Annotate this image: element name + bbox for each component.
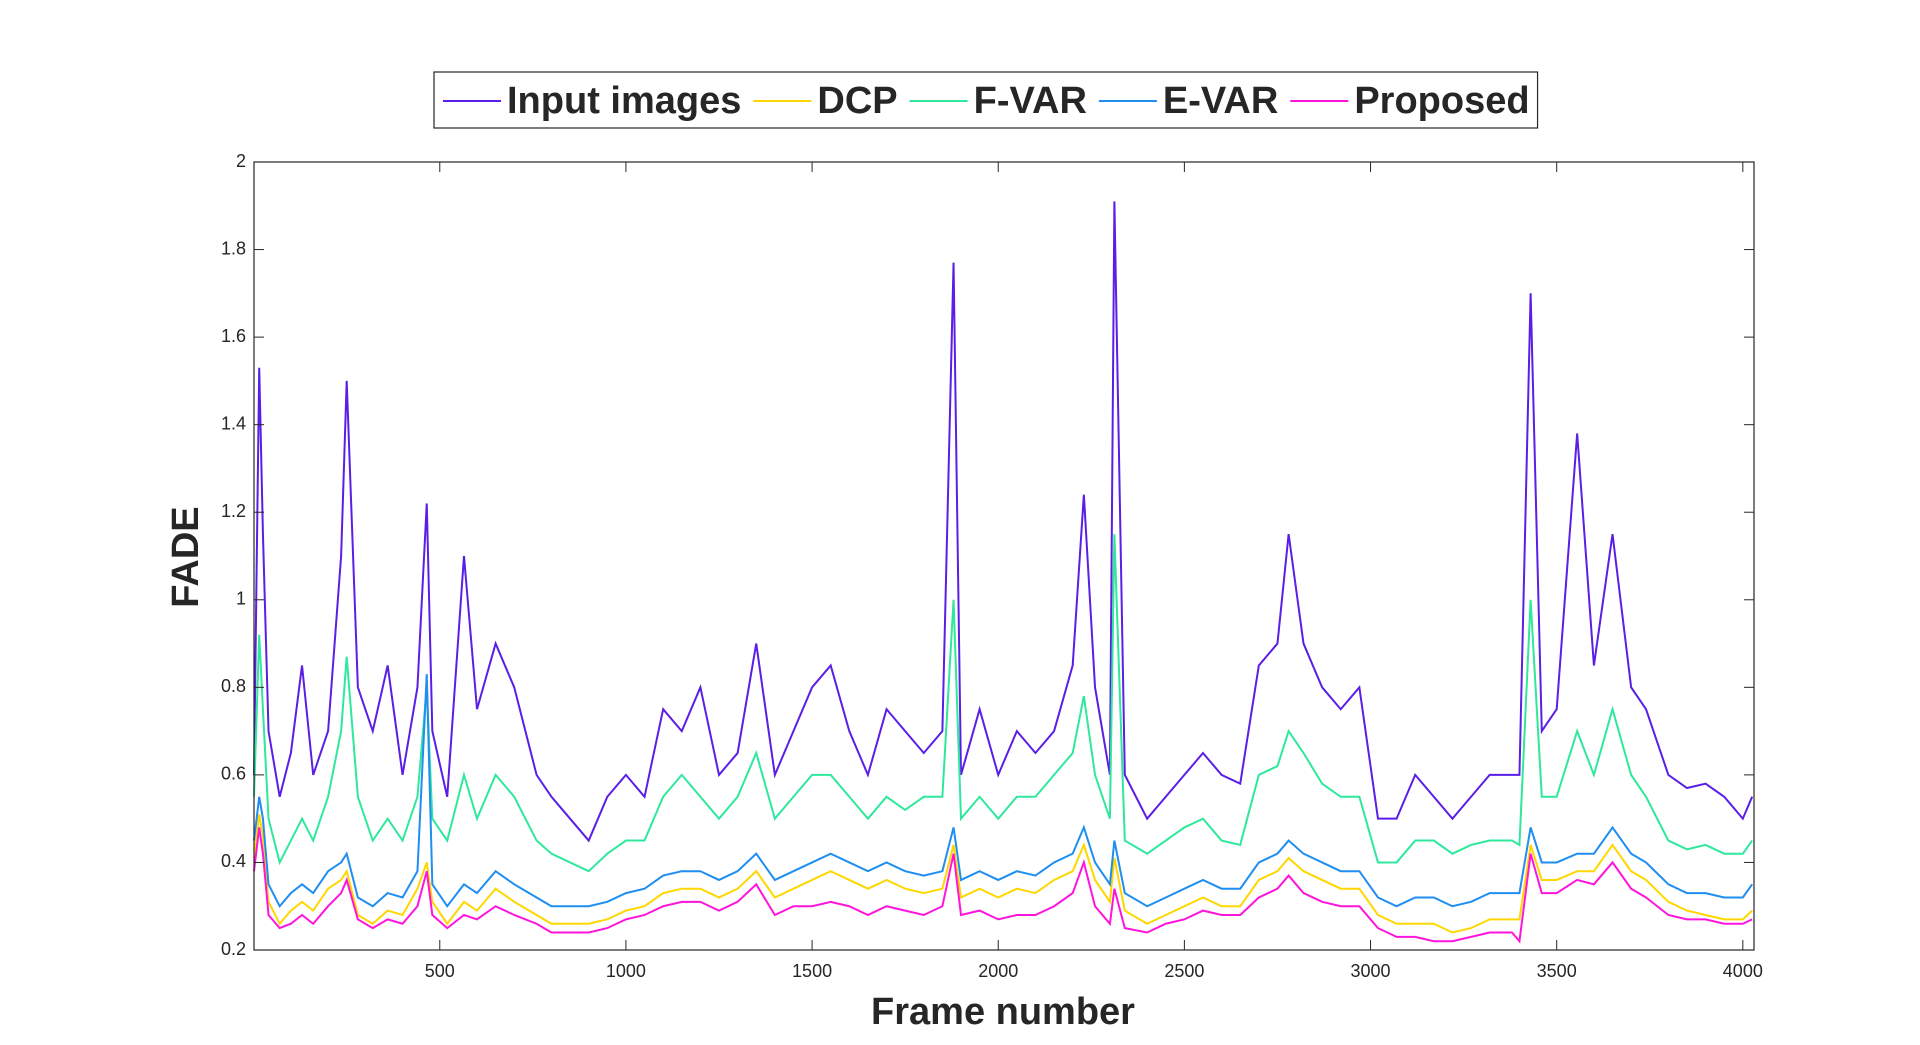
plot-frame xyxy=(253,161,1755,951)
x-tick-label: 1000 xyxy=(606,961,646,981)
x-axis-label: Frame number xyxy=(871,991,1135,1033)
series-line xyxy=(253,814,1753,934)
y-tick-label: 0.8 xyxy=(221,676,246,696)
y-tick-label: 1 xyxy=(236,589,246,609)
y-tick-label: 1.6 xyxy=(221,326,246,346)
legend-label: E-VAR xyxy=(1163,80,1278,122)
y-tick-label: 1.8 xyxy=(221,238,246,258)
y-tick-label: 1.2 xyxy=(221,501,246,521)
x-tick-label: 2500 xyxy=(1164,961,1204,981)
y-tick-label: 0.6 xyxy=(221,764,246,784)
legend-label: Proposed xyxy=(1354,80,1529,122)
series-line xyxy=(253,201,1754,843)
x-tick-label: 3000 xyxy=(1351,961,1391,981)
y-tick-label: 0.2 xyxy=(221,939,246,959)
x-tick-label: 2000 xyxy=(978,961,1018,981)
legend-label: F-VAR xyxy=(974,80,1087,122)
y-tick-label: 2 xyxy=(236,151,246,171)
y-tick-label: 1.4 xyxy=(221,413,246,433)
legend: Input images DCP F-VAR E-VAR Proposed xyxy=(433,71,1539,129)
legend-box xyxy=(433,71,1539,129)
series-line xyxy=(253,827,1753,944)
legend-label: DCP xyxy=(817,80,897,122)
x-tick-label: 1500 xyxy=(792,961,832,981)
y-tick-label: 0.4 xyxy=(221,851,246,871)
legend-label: Input images xyxy=(507,80,741,122)
x-tick-label: 500 xyxy=(425,961,455,981)
x-tick-label: 3500 xyxy=(1537,961,1577,981)
y-axis-label: FADE xyxy=(165,506,207,607)
x-tick-label: 4000 xyxy=(1723,961,1763,981)
series-line xyxy=(253,674,1753,909)
